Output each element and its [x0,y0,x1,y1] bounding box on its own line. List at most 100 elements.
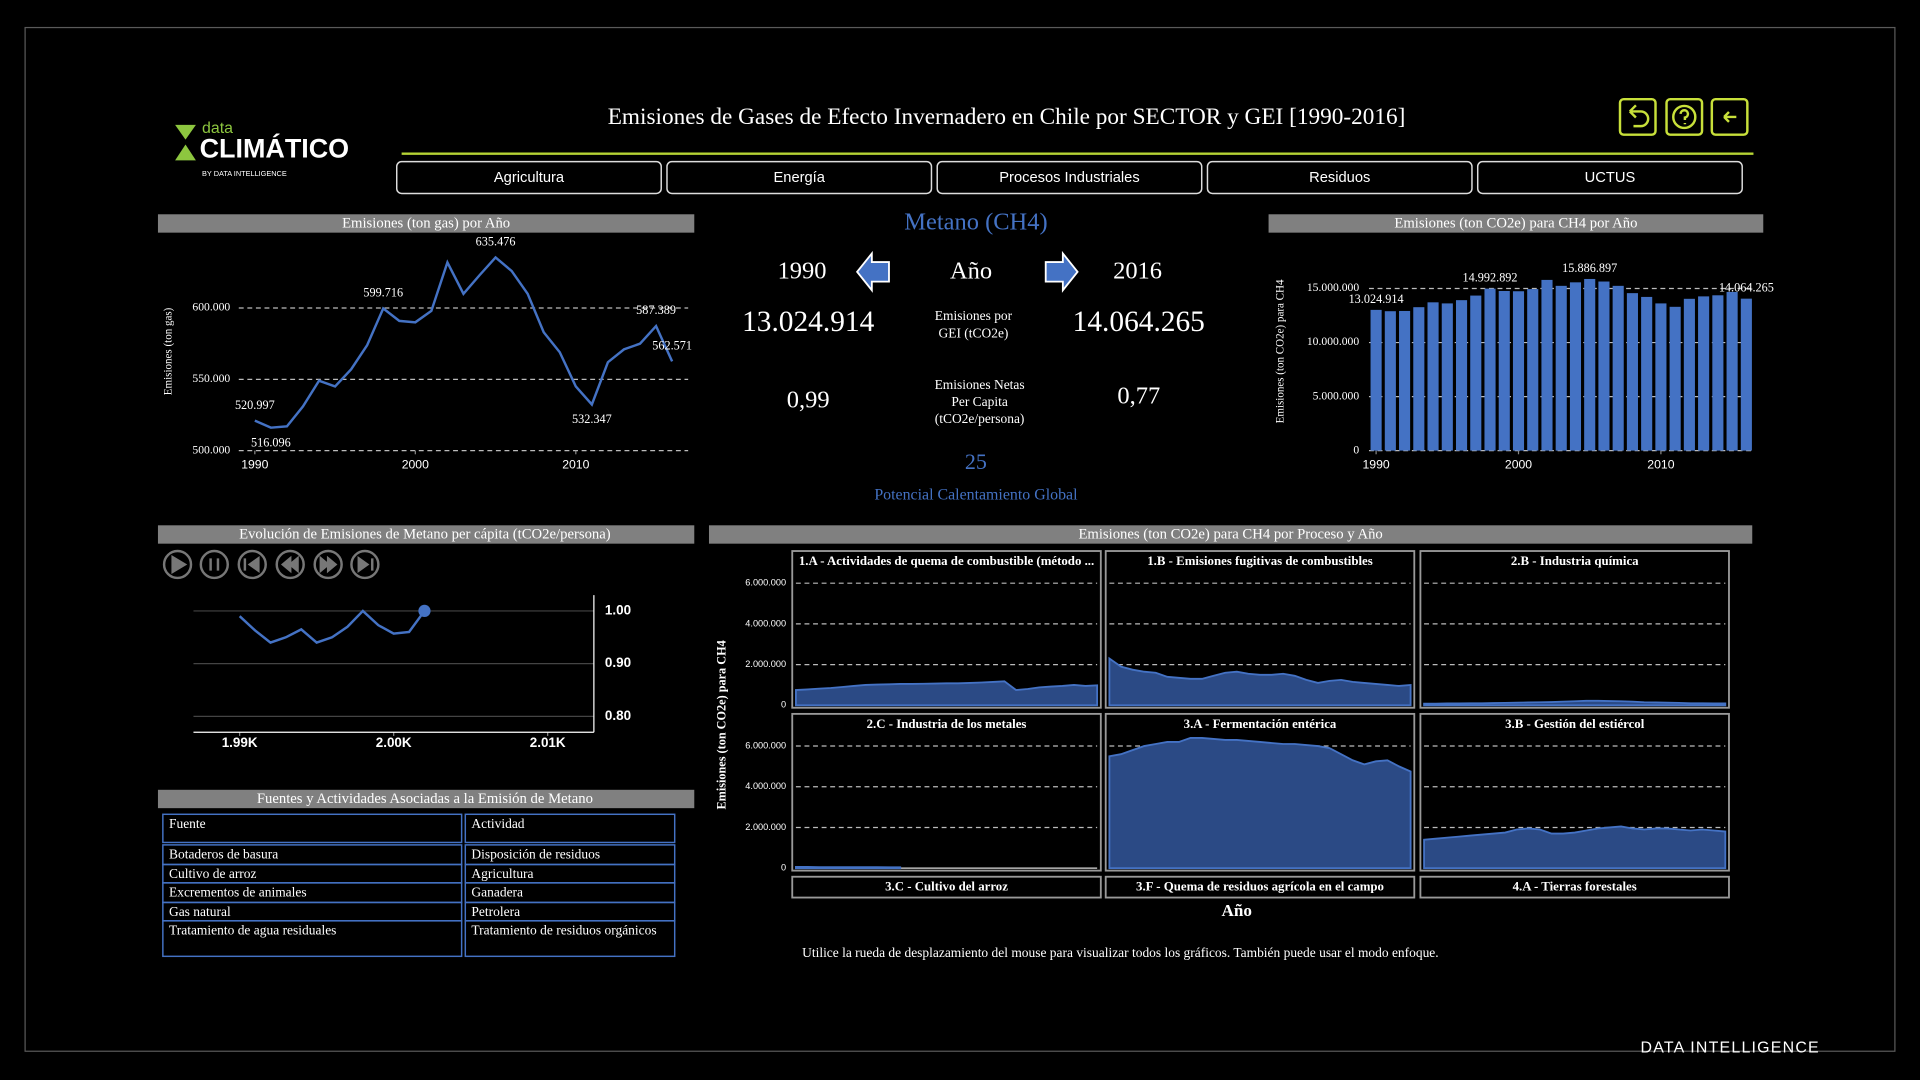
bar [1612,285,1624,451]
panel-title: 2.C - Industria de los metales [867,717,1027,731]
y-axis-title: Emisiones (ton CO2e) para CH4 [714,640,728,809]
table-cell-text: Cultivo de arroz [169,867,257,882]
nav-button[interactable] [936,160,1203,195]
y-tick-label: 0 [1353,443,1359,456]
logo-top: data [202,120,233,137]
prev-year-arrow[interactable] [855,250,890,293]
first-icon[interactable] [243,555,260,573]
frame [24,26,1896,1052]
play-icon[interactable] [171,554,188,574]
pause-icon[interactable] [209,558,220,571]
gwp-value: 25 [965,449,987,474]
bar [1399,310,1411,451]
panel-frame [1104,550,1416,709]
table-text: Excrementos de animales [168,885,307,900]
logo-icon [175,144,196,161]
nav-button-label[interactable]: UCTUS [1585,170,1636,186]
forward-step-button[interactable] [313,549,343,580]
table-cell-text: Actividad [471,817,524,832]
back-button[interactable] [1710,97,1749,136]
emissions-start: 13.024.914 [742,306,875,338]
data-label: 635.476 [476,235,516,249]
y-tick-label: 6.000.000 [745,578,786,588]
table-text: Disposición de residuos [471,847,601,863]
nav-button[interactable] [396,160,662,195]
data-label: 562.571 [652,339,692,353]
year-start: 1990 [778,258,827,285]
bar [1555,285,1567,451]
help-button-frame[interactable] [1665,97,1704,136]
nav-button[interactable] [666,160,933,195]
chart-title: Emisiones (ton CO2e) para CH4 por Proces… [1078,526,1382,542]
table-text: Tratamiento de residuos orgánicos [471,923,657,938]
back-step-button[interactable] [275,549,305,580]
emissions-end: 14.064.265 [1073,306,1205,338]
bar [1698,296,1710,451]
panel-frame [1104,712,1416,872]
nav-button[interactable] [1206,160,1473,195]
table-text: Petrolera [471,904,521,920]
nav-button-label[interactable]: Agricultura [494,170,565,186]
table-cell-text: Ganadera [471,885,524,900]
forward-step-icon[interactable] [319,555,338,574]
footer-brand: DATA INTELLIGENCE [1641,1039,1820,1056]
undo-icon[interactable] [1628,104,1650,128]
chart-title: Emisiones (ton gas) por Año [342,215,510,231]
y-tick-label: 0 [781,700,786,710]
pause-button[interactable] [199,549,229,580]
table-cell-text: Excrementos de animales [168,885,307,900]
y-tick-label: 1.00 [605,602,631,617]
year-label: Año [950,258,992,285]
panel-title: 3.C - Cultivo del arroz [885,880,1008,894]
play-button[interactable] [162,549,193,580]
bar [1370,309,1382,451]
bar [1441,303,1453,451]
data-label: 14.992.892 [1462,271,1517,285]
bar [1541,279,1553,451]
last-icon[interactable] [357,555,374,573]
back-icon[interactable] [1723,111,1737,123]
panel-frame [1419,712,1730,872]
data-label: 599.716 [363,286,403,300]
panel-title: 4.A - Tierras forestales [1513,880,1637,894]
undo-button[interactable] [1618,97,1657,136]
x-tick-label: 1990 [241,458,268,472]
help-button[interactable] [1665,97,1704,136]
nav-button[interactable] [1476,160,1743,195]
y-tick-label: 2.000.000 [745,659,786,669]
nav-button-label[interactable]: Energía [773,170,825,186]
help-icon[interactable] [1672,104,1697,130]
gas-name: Metano (CH4) [904,209,1047,236]
x-tick-label: 2.00K [376,735,412,750]
back-step-icon[interactable] [280,555,299,574]
bar [1498,290,1510,451]
first-button[interactable] [237,549,267,580]
page-title: Emisiones de Gases de Efecto Invernadero… [608,104,1406,130]
area [1108,736,1412,870]
table-text: Gas natural [168,904,231,920]
emissions-label: Emisiones por [935,308,1013,323]
y-tick-label: 0.90 [605,655,631,670]
help-icon-mark[interactable] [1679,109,1690,125]
y-tick-label: 2.000.000 [745,822,786,832]
next-year-arrow[interactable] [1044,250,1079,293]
table-cell-text: Botaderos de basura [168,847,279,863]
logo-main: CLIMÁTICO [200,133,350,164]
undo-button-frame[interactable] [1618,97,1657,136]
data-label: 13.024.914 [1349,292,1404,306]
y-tick-label: 0 [781,863,786,873]
bar [1655,303,1667,451]
logo-icon [175,124,196,140]
y-tick-label: 10.000.000 [1307,335,1360,348]
data-label: 532.347 [572,412,612,426]
back-button-frame[interactable] [1710,97,1749,136]
table-text: Ganadera [471,885,524,900]
nav-button-label[interactable]: Residuos [1309,170,1370,186]
bar [1569,282,1582,451]
table-text: Botaderos de basura [168,847,279,863]
last-button[interactable] [350,549,380,580]
nav-button-label[interactable]: Procesos Industriales [999,170,1139,186]
panel-header [157,214,695,233]
